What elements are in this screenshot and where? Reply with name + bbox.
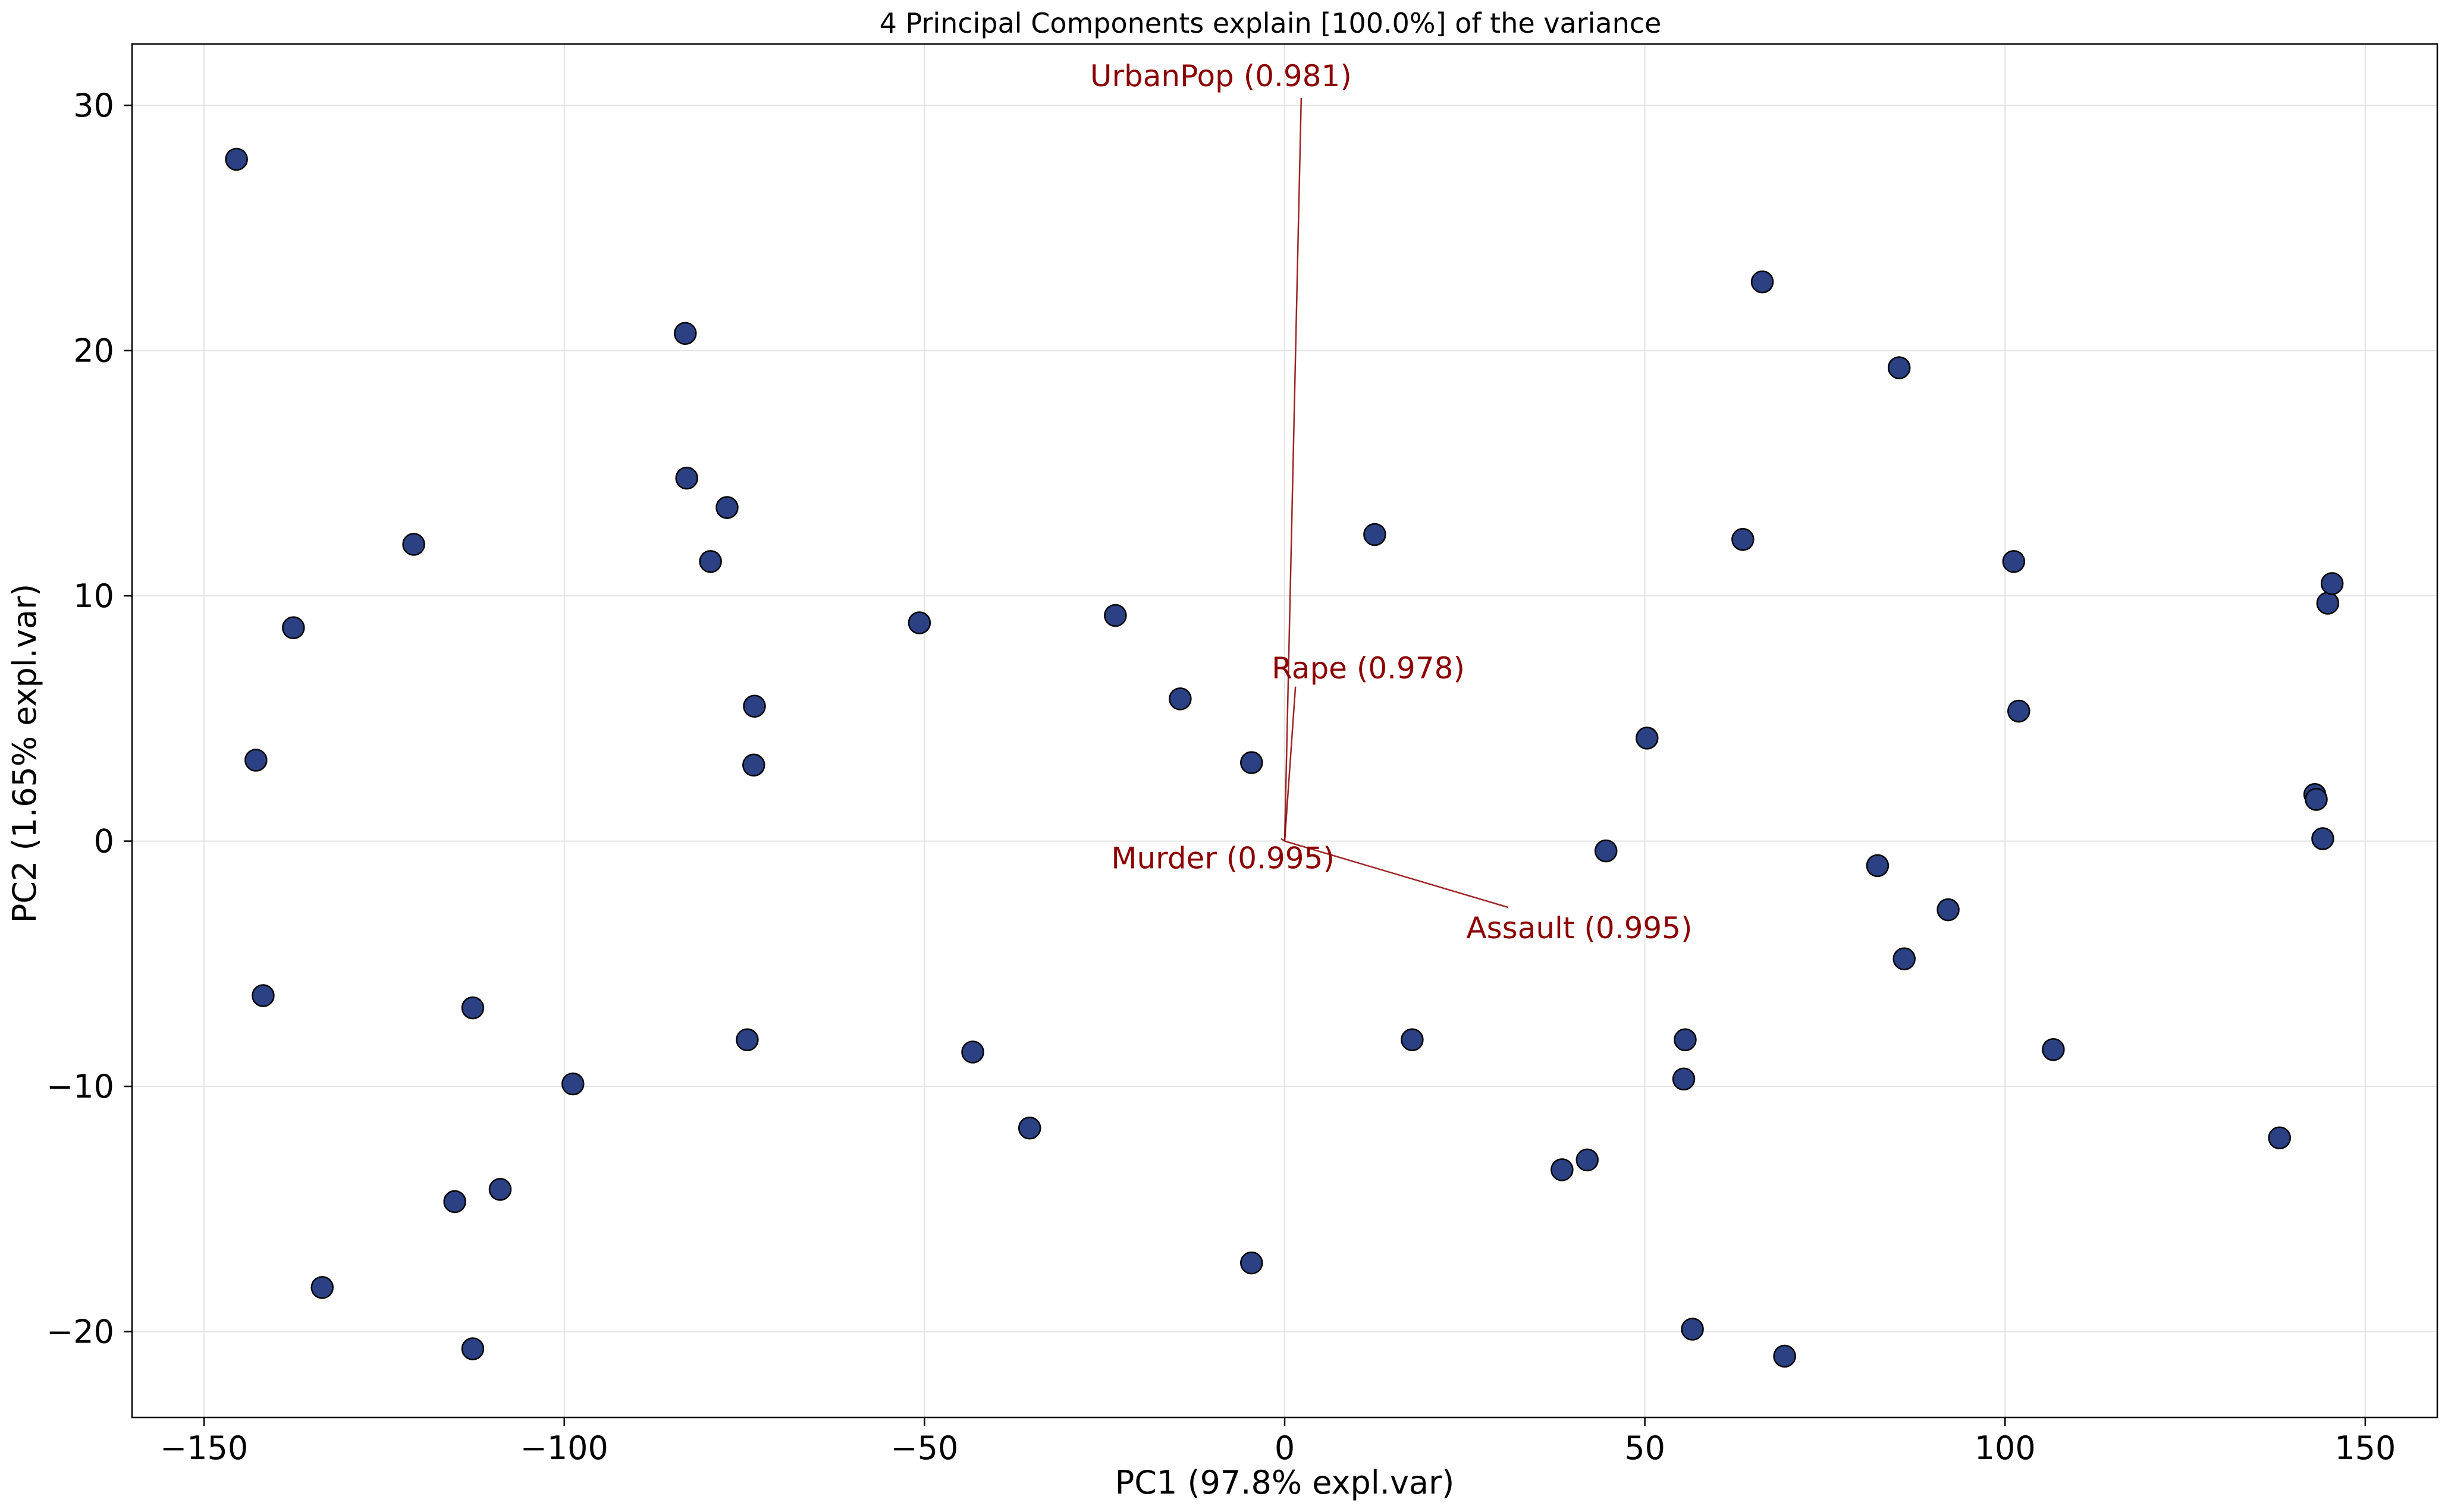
data-point — [1636, 727, 1659, 750]
data-point — [1401, 1028, 1424, 1051]
loading-vectors — [1281, 98, 1508, 909]
y-tick-label: 20 — [73, 332, 114, 370]
x-tick-label: −150 — [160, 1429, 248, 1467]
y-tick-label: 30 — [73, 87, 114, 124]
data-point — [2007, 699, 2030, 723]
data-point — [675, 466, 698, 490]
data-point — [2002, 550, 2026, 573]
data-point — [673, 322, 697, 345]
loading-labels: UrbanPop (0.981) Rape (0.978) Murder (0.99… — [1090, 59, 1693, 945]
loading-label: UrbanPop (0.981) — [1090, 59, 1352, 93]
data-point — [1887, 356, 1911, 379]
data-point — [225, 147, 248, 171]
data-points — [225, 147, 2344, 1368]
x-axis-ticks: −150 −100 −50 0 50 100 150 — [160, 1417, 2396, 1467]
y-tick-label: −10 — [46, 1068, 114, 1105]
data-point — [1681, 1318, 1704, 1341]
data-point — [2305, 788, 2328, 811]
data-point — [2320, 572, 2344, 595]
data-point — [1674, 1028, 1697, 1051]
data-point — [743, 694, 766, 718]
y-axis-ticks: −20 −10 0 10 20 30 — [46, 87, 132, 1351]
data-point — [244, 749, 268, 772]
y-axis-label: PC2 (1.65% expl.var) — [6, 584, 43, 923]
loading-vector — [1284, 840, 1508, 909]
data-point — [1672, 1067, 1696, 1090]
loading-vector — [1281, 838, 1285, 842]
data-point — [2311, 827, 2334, 850]
data-point — [1240, 751, 1263, 774]
data-point — [402, 533, 425, 556]
data-point — [1363, 523, 1386, 546]
data-point — [1169, 687, 1192, 711]
data-point — [310, 1276, 334, 1299]
data-point — [461, 996, 485, 1020]
data-point — [1551, 1158, 1574, 1181]
data-point — [1104, 603, 1127, 627]
data-point — [699, 550, 722, 573]
data-point — [1773, 1344, 1796, 1368]
loading-label: Rape (0.978) — [1272, 651, 1465, 686]
data-point — [488, 1178, 512, 1201]
y-tick-label: 0 — [94, 823, 114, 860]
data-point — [443, 1190, 466, 1214]
data-point — [1594, 839, 1618, 863]
data-point — [1866, 854, 1890, 878]
data-point — [2268, 1126, 2291, 1149]
x-axis-label: PC1 (97.8% expl.var) — [1115, 1464, 1455, 1501]
x-tick-label: 0 — [1275, 1429, 1295, 1467]
loading-vector — [1283, 98, 1303, 841]
y-tick-label: −20 — [46, 1313, 114, 1351]
data-point — [1731, 528, 1755, 551]
x-tick-label: −100 — [520, 1429, 608, 1467]
data-point — [1893, 947, 1916, 970]
chart-title: 4 Principal Components explain [100.0%] … — [880, 7, 1662, 39]
y-tick-label: 10 — [73, 577, 114, 615]
data-point — [461, 1337, 485, 1360]
data-point — [1937, 898, 1960, 922]
loading-label: Murder (0.995) — [1111, 841, 1335, 876]
x-tick-label: 50 — [1624, 1429, 1665, 1467]
data-point — [252, 984, 275, 1007]
data-point — [282, 616, 305, 639]
data-point — [715, 496, 739, 519]
loading-vector — [1283, 686, 1297, 841]
grid — [132, 44, 2437, 1417]
data-point — [561, 1072, 585, 1096]
data-point — [2042, 1038, 2065, 1061]
data-point — [1575, 1148, 1599, 1172]
x-tick-label: 150 — [2334, 1429, 2396, 1467]
data-point — [1240, 1251, 1263, 1275]
x-tick-label: 100 — [1975, 1429, 2036, 1467]
data-point — [1018, 1117, 1041, 1140]
data-point — [908, 611, 931, 634]
loading-label: Assault (0.995) — [1466, 911, 1692, 945]
x-tick-label: −50 — [890, 1429, 958, 1467]
data-point — [2316, 592, 2340, 615]
data-point — [736, 1028, 759, 1051]
data-point — [1750, 270, 1774, 294]
data-point — [742, 753, 765, 777]
data-point — [961, 1041, 984, 1064]
